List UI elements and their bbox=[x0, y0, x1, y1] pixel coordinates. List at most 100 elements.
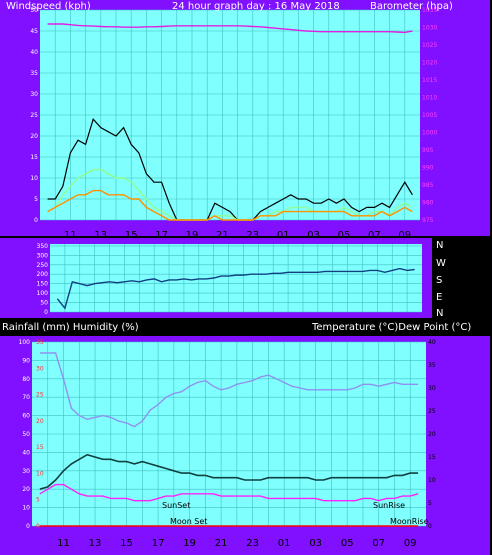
y-tick-label: 5 bbox=[34, 196, 38, 203]
y2-tick-label: 980 bbox=[422, 200, 434, 207]
compass-e: E bbox=[436, 292, 442, 303]
y2-tick-label: 995 bbox=[422, 147, 434, 154]
y2-tick-label: 985 bbox=[422, 182, 434, 189]
x-tick-label: 19 bbox=[186, 230, 199, 241]
x-tick-label: 23 bbox=[246, 230, 259, 241]
y3-tick-label: 5 bbox=[36, 497, 40, 504]
compass-s: S bbox=[436, 275, 442, 286]
temp-dewpoint-axis-title: Temperature (°C)Dew Point (°C) bbox=[311, 322, 471, 333]
y-tick-label: 0 bbox=[26, 523, 30, 530]
y2-tick-label: 1035 bbox=[422, 7, 437, 14]
compass-n-top: N bbox=[436, 240, 443, 251]
sunrise-label: SunRise bbox=[373, 501, 405, 510]
direction-plot-area bbox=[50, 244, 422, 312]
wind-axis-title: Windspeed (kph) bbox=[6, 1, 91, 12]
y2-tick-label: 1015 bbox=[422, 77, 437, 84]
y3-tick-label: 15 bbox=[36, 444, 44, 451]
y-tick-label: 100 bbox=[19, 339, 31, 346]
series-gust-line bbox=[47, 118, 413, 221]
x-tick-label: 03 bbox=[309, 538, 322, 549]
y-tick-label: 20 bbox=[30, 133, 38, 140]
x-tick-label: 11 bbox=[57, 538, 70, 549]
x-tick-label: 15 bbox=[120, 538, 133, 549]
x-tick-label: 23 bbox=[246, 538, 259, 549]
y3-tick-label: 30 bbox=[36, 365, 44, 372]
y2-tick-label: 5 bbox=[428, 500, 432, 507]
x-tick-label: 17 bbox=[152, 538, 165, 549]
y-tick-label: 45 bbox=[30, 28, 38, 35]
x-tick-label: 09 bbox=[398, 230, 411, 241]
series-dewpoint-line bbox=[39, 483, 419, 502]
y-tick-label: 60 bbox=[22, 413, 30, 420]
y3-tick-label: 25 bbox=[36, 392, 44, 399]
rain-humidity-axis-title: Rainfall (mm) Humidity (%) bbox=[2, 322, 139, 333]
y3-tick-label: 0 bbox=[36, 523, 40, 530]
x-tick-label: 15 bbox=[125, 230, 138, 241]
x-tick-label: 13 bbox=[94, 230, 107, 241]
x-tick-label: 05 bbox=[341, 538, 354, 549]
x-tick-label: 01 bbox=[277, 230, 290, 241]
series-wind-light-line bbox=[47, 168, 413, 221]
y-tick-label: 150 bbox=[37, 281, 49, 288]
y-tick-label: 300 bbox=[37, 252, 49, 259]
x-tick-label: 17 bbox=[155, 230, 168, 241]
y3-tick-label: 20 bbox=[36, 418, 44, 425]
y2-tick-label: 10 bbox=[428, 477, 436, 484]
y2-tick-label: 20 bbox=[428, 431, 436, 438]
y-tick-label: 10 bbox=[22, 505, 30, 512]
y-tick-label: 30 bbox=[30, 91, 38, 98]
x-tick-label: 05 bbox=[338, 230, 351, 241]
y-tick-label: 80 bbox=[22, 376, 30, 383]
y-tick-label: 20 bbox=[22, 486, 30, 493]
compass-n-bottom: N bbox=[436, 308, 443, 319]
y3-tick-label: 35 bbox=[36, 339, 44, 346]
y2-tick-label: 30 bbox=[428, 385, 436, 392]
moonrise-label: MoonRise bbox=[390, 517, 429, 526]
y2-tick-label: 40 bbox=[428, 339, 436, 346]
y2-tick-label: 1030 bbox=[422, 25, 437, 32]
y3-tick-label: 10 bbox=[36, 470, 44, 477]
x-tick-label: 01 bbox=[278, 538, 291, 549]
x-tick-label: 09 bbox=[404, 538, 417, 549]
y-tick-label: 0 bbox=[34, 217, 38, 224]
y-tick-label: 70 bbox=[22, 394, 30, 401]
y-tick-label: 30 bbox=[22, 468, 30, 475]
y2-tick-label: 1000 bbox=[422, 130, 437, 137]
y2-tick-label: 1005 bbox=[422, 112, 437, 119]
x-tick-label: 13 bbox=[89, 538, 102, 549]
moonset-label: Moon Set bbox=[170, 517, 207, 526]
series-humidity-line bbox=[39, 352, 419, 428]
compass-strip bbox=[432, 238, 492, 318]
y2-tick-label: 0 bbox=[428, 523, 432, 530]
x-tick-label: 21 bbox=[215, 538, 228, 549]
y2-tick-label: 1025 bbox=[422, 42, 437, 49]
y-tick-label: 200 bbox=[37, 271, 49, 278]
graph-title: 24 hour graph day : 16 May 2018 bbox=[172, 1, 340, 12]
y-tick-label: 50 bbox=[22, 431, 30, 438]
y2-tick-label: 975 bbox=[422, 217, 434, 224]
y2-tick-label: 35 bbox=[428, 362, 436, 369]
x-tick-label: 03 bbox=[307, 230, 320, 241]
y-tick-label: 40 bbox=[22, 449, 30, 456]
y2-tick-label: 990 bbox=[422, 165, 434, 172]
y-tick-label: 250 bbox=[37, 262, 49, 269]
x-tick-label: 11 bbox=[64, 230, 77, 241]
y2-tick-label: 1020 bbox=[422, 60, 437, 67]
sunset-label: SunSet bbox=[162, 501, 190, 510]
series-direction-line bbox=[56, 267, 415, 310]
series-temperature-line bbox=[39, 453, 419, 490]
y-tick-label: 25 bbox=[30, 112, 38, 119]
y-tick-label: 10 bbox=[30, 175, 38, 182]
y-tick-label: 50 bbox=[30, 7, 38, 14]
barometer-axis-title: Barometer (hpa) bbox=[370, 1, 453, 12]
y2-tick-label: 25 bbox=[428, 408, 436, 415]
compass-w: W bbox=[436, 258, 446, 269]
series-pressure-line bbox=[47, 23, 413, 34]
y-tick-label: 15 bbox=[30, 154, 38, 161]
y-tick-label: 50 bbox=[40, 300, 48, 307]
y-tick-label: 90 bbox=[22, 357, 30, 364]
y-tick-label: 0 bbox=[44, 309, 48, 316]
middle-header-strip bbox=[0, 318, 492, 336]
